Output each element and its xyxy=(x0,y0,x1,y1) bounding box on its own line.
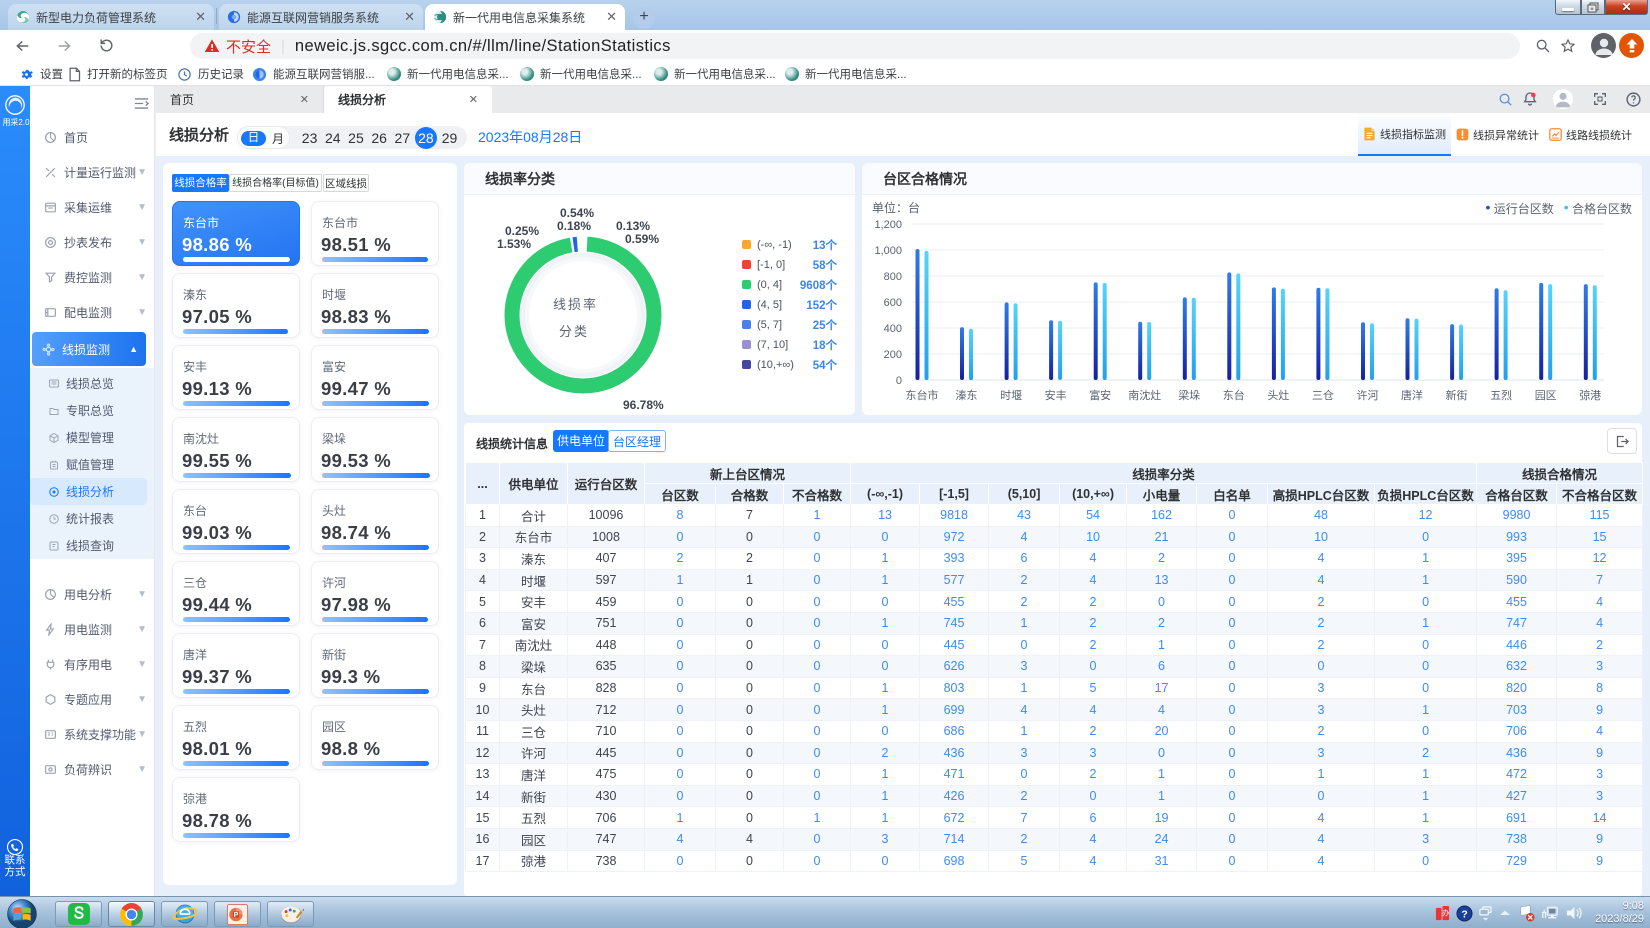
svg-text:400: 400 xyxy=(884,323,902,335)
svg-text:三仓: 三仓 xyxy=(1312,388,1334,402)
svg-text:许河: 许河 xyxy=(1357,389,1379,402)
svg-text:200: 200 xyxy=(884,349,902,361)
svg-text:唐洋: 唐洋 xyxy=(1401,388,1423,402)
svg-text:1,200: 1,200 xyxy=(874,219,902,231)
svg-text:富安: 富安 xyxy=(1089,388,1111,402)
svg-text:园区: 园区 xyxy=(1535,389,1557,402)
svg-text:东台: 东台 xyxy=(1223,388,1245,402)
svg-text:梁垛: 梁垛 xyxy=(1178,388,1200,402)
svg-text:1,000: 1,000 xyxy=(874,245,902,257)
svg-text:办: 办 xyxy=(1442,907,1450,917)
svg-text:时堰: 时堰 xyxy=(1000,389,1022,402)
svg-text:600: 600 xyxy=(884,297,902,309)
svg-text:南沈灶: 南沈灶 xyxy=(1128,388,1161,402)
svg-text:弶港: 弶港 xyxy=(1579,388,1601,402)
svg-text:P: P xyxy=(234,912,239,919)
svg-text:800: 800 xyxy=(884,271,902,283)
svg-text:东台市: 东台市 xyxy=(906,388,939,402)
svg-text:安丰: 安丰 xyxy=(1045,388,1067,402)
svg-text:五烈: 五烈 xyxy=(1490,388,1512,402)
svg-text:溱东: 溱东 xyxy=(956,388,978,402)
svg-text:新街: 新街 xyxy=(1446,388,1468,402)
svg-text:头灶: 头灶 xyxy=(1267,389,1289,402)
svg-text:?: ? xyxy=(1461,909,1467,920)
svg-text:0: 0 xyxy=(896,375,902,387)
